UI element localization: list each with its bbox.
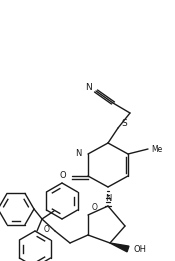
Polygon shape — [110, 243, 129, 252]
Text: Me: Me — [151, 145, 163, 153]
Text: O: O — [59, 171, 66, 181]
Text: S: S — [121, 120, 127, 128]
Text: O: O — [43, 224, 49, 234]
Text: N: N — [105, 194, 111, 203]
Text: N: N — [75, 150, 81, 158]
Text: OH: OH — [134, 245, 146, 253]
Text: O: O — [92, 203, 98, 211]
Text: N: N — [86, 84, 92, 92]
